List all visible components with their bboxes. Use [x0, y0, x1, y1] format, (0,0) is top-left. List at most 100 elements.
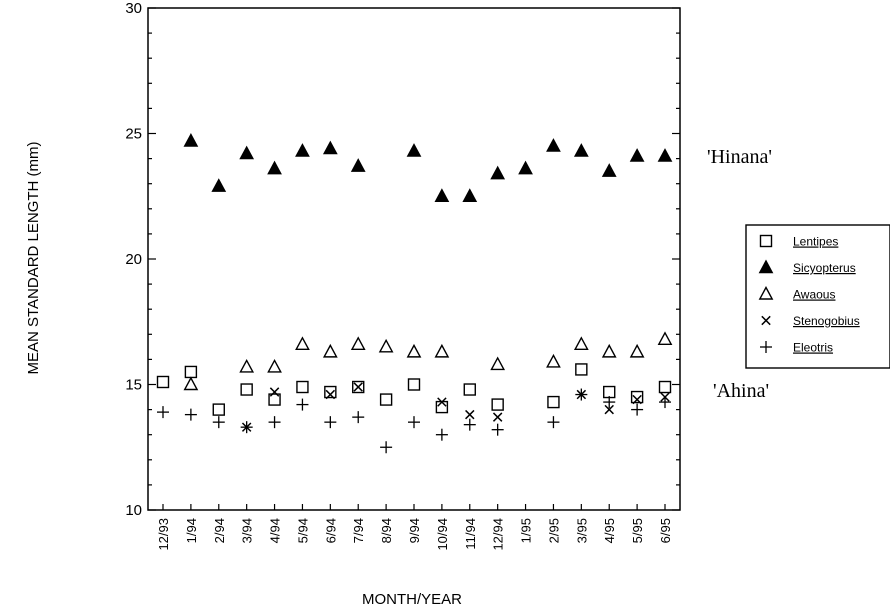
point-lentipes	[296, 380, 309, 394]
point-awaous	[601, 343, 617, 358]
point-awaous	[434, 343, 450, 358]
point-lentipes	[379, 393, 393, 406]
point-sicyopterus	[518, 160, 533, 175]
legend-marker-lentipes	[759, 234, 773, 248]
point-eleotris	[157, 406, 169, 419]
point-sicyopterus	[183, 133, 199, 147]
x-tick-label: 4/95	[602, 518, 617, 543]
x-tick-label: 4/94	[268, 518, 283, 543]
x-tick-label: 3/95	[574, 518, 589, 543]
point-sicyopterus	[573, 143, 589, 157]
point-lentipes	[575, 363, 588, 376]
x-tick-label: 1/95	[519, 518, 534, 543]
point-awaous	[183, 376, 199, 391]
y-tick-label: 20	[125, 251, 142, 268]
point-stenogobius	[269, 387, 280, 397]
point-awaous	[546, 353, 561, 368]
point-awaous	[239, 358, 255, 373]
point-stenogobius-stroke	[269, 387, 280, 397]
point-awaous	[295, 336, 310, 351]
point-sicyopterus	[462, 188, 478, 202]
annotation-ahina: 'Ahina'	[713, 380, 769, 402]
point-lentipes	[240, 383, 253, 396]
point-eleotris	[547, 416, 560, 429]
point-stenogobius-stroke	[353, 382, 363, 392]
point-sicyopterus	[657, 148, 673, 162]
point-lentipes	[156, 375, 170, 389]
legend-label-eleotris: Eleotris	[793, 341, 833, 355]
point-awaous	[267, 358, 282, 373]
point-sicyopterus	[434, 188, 450, 202]
y-tick-label: 15	[125, 377, 142, 394]
point-sicyopterus	[267, 160, 282, 175]
point-sicyopterus	[490, 165, 506, 180]
point-awaous	[657, 331, 673, 346]
x-tick-label: 12/94	[491, 518, 506, 551]
x-tick-label: 1/94	[184, 518, 199, 543]
legend-marker-sicyopterus	[758, 259, 774, 274]
y-axis-title: MEAN STANDARD LENGTH (mm)	[25, 141, 42, 374]
x-tick-label: 2/94	[212, 518, 227, 543]
point-stenogobius	[325, 389, 336, 400]
y-tick-label: 25	[125, 126, 142, 143]
y-tick-label: 10	[125, 502, 142, 519]
point-sicyopterus	[350, 158, 366, 172]
plot-border	[147, 7, 681, 511]
point-awaous	[490, 356, 506, 371]
plot-frame	[147, 7, 681, 511]
point-awaous	[350, 336, 366, 351]
x-tick-label: 7/94	[351, 518, 366, 543]
annotation-hinana: 'Hinana'	[707, 146, 772, 168]
point-lentipes	[435, 400, 449, 414]
point-lentipes	[184, 365, 198, 379]
point-awaous	[378, 338, 394, 353]
point-eleotris	[268, 416, 281, 429]
point-awaous	[322, 343, 338, 358]
point-lentipes	[407, 378, 421, 391]
point-eleotris	[408, 416, 420, 429]
point-stenogobius-stroke	[465, 409, 475, 420]
legend-marker-stenogobius-stroke	[761, 315, 771, 326]
legend-label-stenogobius: Stenogobius	[793, 314, 860, 328]
x-tick-label: 5/94	[295, 518, 310, 543]
point-lentipes	[463, 383, 476, 396]
x-tick-label: 6/94	[323, 518, 338, 543]
x-tick-label: 5/95	[630, 518, 645, 543]
point-stenogobius-stroke	[604, 404, 614, 415]
point-lentipes	[658, 380, 672, 394]
point-sicyopterus	[322, 140, 338, 155]
point-eleotris	[296, 398, 309, 411]
point-eleotris	[603, 396, 616, 409]
x-tick-label: 10/94	[435, 518, 450, 551]
point-eleotris	[380, 441, 393, 454]
point-eleotris	[463, 418, 476, 431]
point-sicyopterus	[406, 143, 422, 157]
point-stenogobius	[492, 412, 503, 422]
point-stenogobius	[353, 382, 363, 392]
point-lentipes	[268, 393, 281, 406]
point-stenogobius-stroke	[437, 397, 447, 407]
x-tick-label: 3/94	[240, 518, 255, 543]
point-sicyopterus	[239, 145, 255, 160]
point-sicyopterus	[211, 178, 227, 192]
legend: Lentipes Sicyopterus Awaous Stenogobius Eleo…	[745, 224, 890, 369]
point-stenogobius-stroke	[492, 412, 503, 422]
point-eleotris	[184, 408, 197, 421]
x-tick-label: 11/94	[463, 518, 478, 550]
point-lentipes	[324, 385, 337, 399]
point-stenogobius	[604, 404, 614, 415]
point-stenogobius-stroke	[325, 389, 336, 400]
point-awaous	[406, 343, 422, 358]
data-points	[156, 133, 673, 454]
point-sicyopterus	[295, 143, 310, 157]
point-eleotris	[575, 388, 588, 401]
point-stenogobius	[465, 409, 475, 420]
y-axis: 10 15 20 25 30	[125, 0, 680, 519]
point-eleotris	[631, 403, 644, 416]
point-stenogobius	[632, 394, 642, 405]
point-eleotris	[240, 421, 253, 434]
point-awaous	[573, 336, 589, 351]
x-tick-label: 6/95	[658, 518, 673, 543]
point-lentipes	[212, 403, 225, 416]
